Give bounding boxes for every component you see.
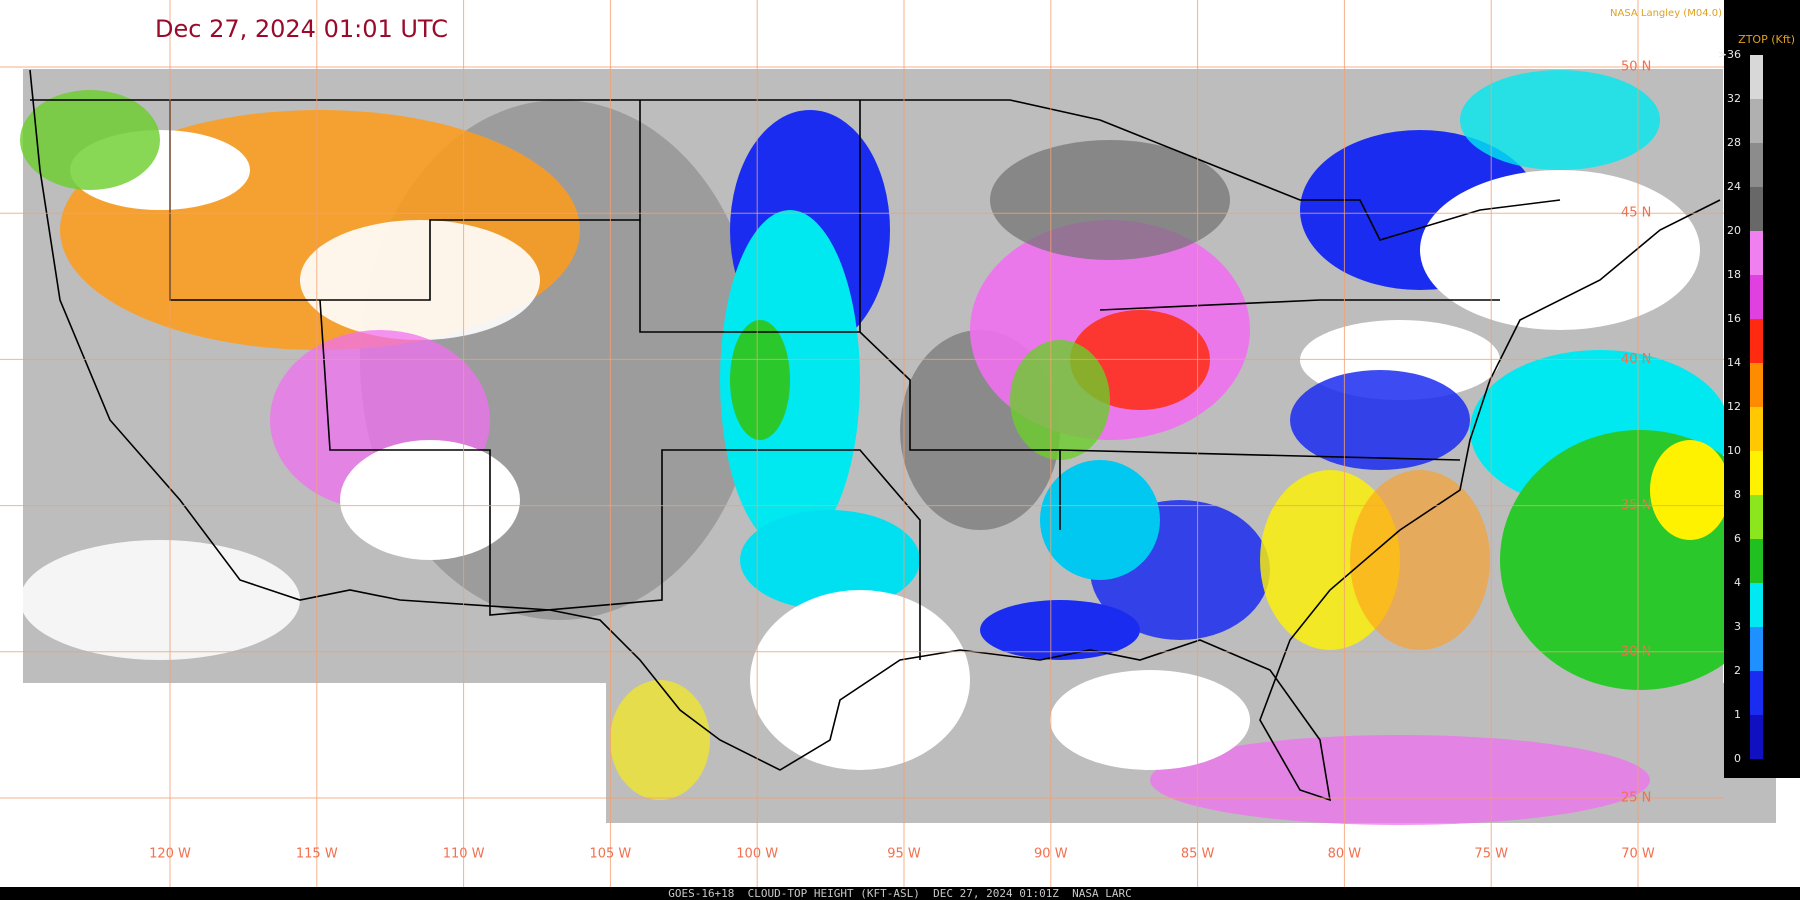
footer-bar bbox=[0, 887, 1800, 900]
cloud-area bbox=[730, 320, 790, 440]
cloud-area bbox=[1050, 670, 1250, 770]
scale-swatch bbox=[1750, 187, 1763, 231]
cloud-area bbox=[20, 90, 160, 190]
lon-label: 100 W bbox=[736, 847, 778, 862]
lat-label: 25 N bbox=[1621, 791, 1651, 806]
lon-label: 85 W bbox=[1181, 847, 1215, 862]
cloud-area bbox=[1040, 460, 1160, 580]
scale-swatch bbox=[1750, 715, 1763, 759]
scale-swatch bbox=[1750, 319, 1763, 363]
credit: NASA Langley (M04.0) bbox=[1610, 8, 1722, 19]
scale-swatch bbox=[1750, 671, 1763, 715]
lon-label: 105 W bbox=[589, 847, 631, 862]
scale-swatch bbox=[1750, 539, 1763, 583]
scale-swatch bbox=[1750, 627, 1763, 671]
scale-label: 1 bbox=[1734, 708, 1741, 721]
scale-swatch bbox=[1750, 143, 1763, 187]
scale-label: 4 bbox=[1734, 576, 1741, 589]
lat-label: 40 N bbox=[1621, 352, 1651, 367]
cloud-area bbox=[300, 220, 540, 340]
scale-swatch bbox=[1750, 363, 1763, 407]
lat-label: 35 N bbox=[1621, 498, 1651, 513]
lon-label: 120 W bbox=[149, 847, 191, 862]
footer-caption: GOES-16+18 CLOUD-TOP HEIGHT (KFT-ASL) DE… bbox=[668, 887, 1132, 900]
scale-label: 12 bbox=[1727, 400, 1741, 413]
scale-label: 3 bbox=[1734, 620, 1741, 633]
scale-label: 16 bbox=[1727, 312, 1741, 325]
scale-swatch bbox=[1750, 451, 1763, 495]
scale-label: 32 bbox=[1727, 92, 1741, 105]
scale-label: 14 bbox=[1727, 356, 1741, 369]
lat-lon-grid: 50 N 45 N 40 N 35 N 30 N 25 N 120 W 115 W 110 W 1… bbox=[0, 0, 1724, 887]
coastline bbox=[29, 69, 1721, 802]
cloud-area bbox=[1150, 735, 1650, 825]
cloud-area bbox=[340, 440, 520, 560]
cloud-area bbox=[1350, 470, 1490, 650]
scale-label: 18 bbox=[1727, 268, 1741, 281]
scale-label: 20 bbox=[1727, 224, 1741, 237]
scale-swatch bbox=[1750, 583, 1763, 627]
cloud-area bbox=[740, 510, 920, 610]
state-line bbox=[639, 100, 1500, 461]
cloud-area bbox=[610, 680, 710, 800]
scale-label: 28 bbox=[1727, 136, 1741, 149]
lon-label: 95 W bbox=[887, 847, 921, 862]
scale-swatch bbox=[1750, 495, 1763, 539]
scale-label: 2 bbox=[1734, 664, 1741, 677]
scale-label: 24 bbox=[1727, 180, 1741, 193]
lon-label: 90 W bbox=[1034, 847, 1068, 862]
scale-label: 6 bbox=[1734, 532, 1741, 545]
lon-label: 80 W bbox=[1328, 847, 1362, 862]
cloud-area bbox=[1290, 370, 1470, 470]
cloud-area bbox=[1650, 440, 1730, 540]
scale-label: 10 bbox=[1727, 444, 1741, 457]
scale-swatch bbox=[1750, 99, 1763, 143]
cloud-area bbox=[20, 540, 300, 660]
scale-swatch bbox=[1750, 55, 1763, 99]
lon-label: 110 W bbox=[443, 847, 485, 862]
scale-label: 8 bbox=[1734, 488, 1741, 501]
lat-label: 45 N bbox=[1621, 206, 1651, 221]
scale-swatch bbox=[1750, 231, 1763, 275]
cloud-area bbox=[750, 590, 970, 770]
state-line bbox=[319, 299, 921, 660]
scale-label: 0 bbox=[1734, 752, 1741, 765]
scale-swatch bbox=[1750, 275, 1763, 319]
scale-label: >36 bbox=[1718, 48, 1741, 61]
lon-label: 115 W bbox=[296, 847, 338, 862]
cloud-area bbox=[990, 140, 1230, 260]
cloud-field bbox=[20, 69, 1780, 825]
cloud-area bbox=[980, 600, 1140, 660]
cloud-area bbox=[1010, 340, 1110, 460]
borders bbox=[29, 69, 1721, 802]
cloud-area bbox=[1420, 170, 1700, 330]
lat-label: 30 N bbox=[1621, 644, 1651, 659]
lon-label: 75 W bbox=[1474, 847, 1508, 862]
scale-swatch bbox=[1750, 407, 1763, 451]
lon-label: 70 W bbox=[1621, 847, 1655, 862]
cloud-area bbox=[1460, 70, 1660, 170]
legend-title: ZTOP (Kft) bbox=[1738, 33, 1795, 46]
lat-label: 50 N bbox=[1621, 60, 1651, 75]
timestamp-title: Dec 27, 2024 01:01 UTC bbox=[155, 15, 448, 43]
north-border bbox=[30, 99, 1561, 241]
state-line bbox=[169, 100, 1061, 530]
